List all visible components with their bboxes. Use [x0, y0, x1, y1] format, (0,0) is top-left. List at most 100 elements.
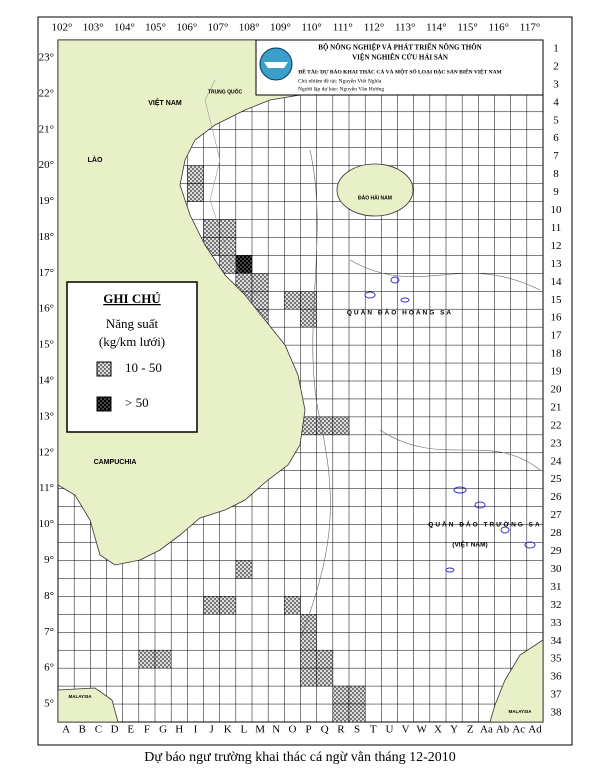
latitude-label: 16°	[39, 303, 54, 315]
legend-unit: (kg/km lưới)	[99, 334, 165, 349]
map-label: VIỆT NAM	[148, 98, 182, 107]
row-label: 34	[551, 635, 563, 647]
header-text: VIỆN NGHIÊN CỨU HẢI SẢN	[352, 54, 448, 62]
row-label: 31	[551, 581, 562, 593]
legend-label: > 50	[125, 395, 149, 410]
latitude-label: 23°	[39, 51, 54, 63]
latitude-label: 19°	[39, 195, 54, 207]
row-label: 26	[551, 491, 563, 503]
legend-title: GHI CHÚ	[103, 291, 161, 306]
longitude-label: 107°	[208, 22, 229, 34]
header-text: BỘ NÔNG NGHIỆP VÀ PHÁT TRIỂN NÔNG THÔN	[318, 44, 481, 52]
header-text: ĐỀ TÀI: DỰ BÁO KHAI THÁC CÁ VÀ MỘT SỐ LO…	[298, 67, 502, 75]
row-label: 14	[551, 276, 563, 288]
row-label: 7	[553, 150, 559, 162]
row-label: 10	[551, 204, 563, 216]
labels: 102° 103° 104° 105° 106° 107° 108° 109° 110° 111°…	[39, 22, 562, 766]
row-label: 32	[551, 599, 562, 611]
latitude-label: 5°	[44, 698, 54, 710]
legend-swatch	[96, 396, 112, 412]
longitude-label: 110°	[301, 22, 322, 34]
column-label: C	[95, 724, 102, 736]
row-label: 20	[551, 384, 563, 396]
forecast-cell	[203, 596, 220, 615]
forecast-cell	[284, 596, 301, 615]
column-label: F	[144, 724, 150, 736]
row-label: 18	[551, 348, 563, 360]
column-label: A	[62, 724, 70, 736]
legend-swatch	[96, 361, 112, 377]
latitude-label: 9°	[44, 554, 54, 566]
map-label: MALAYSIA	[508, 709, 532, 714]
header-text: Chủ nhiệm đề tài: Nguyễn Viết Nghĩa	[298, 77, 382, 84]
longitude-label: 114°	[426, 22, 447, 34]
column-label: H	[175, 724, 183, 736]
column-label: T	[370, 724, 377, 736]
malaysia-land	[58, 687, 119, 722]
row-label: 25	[551, 473, 563, 485]
forecast-cell	[300, 649, 317, 669]
column-label: B	[79, 724, 86, 736]
column-label: W	[417, 724, 428, 736]
forecast-cell	[300, 667, 317, 687]
forecast-cell	[154, 649, 172, 669]
forecast-cell	[219, 596, 237, 615]
latitude-label: 11°	[39, 482, 54, 494]
row-label: 17	[551, 330, 563, 342]
row-label: 21	[551, 401, 562, 413]
row-label: 4	[553, 96, 559, 108]
map-label: QUẦN ĐẢO HOÀNG SA	[347, 307, 453, 317]
latitude-label: 17°	[39, 267, 54, 279]
forecast-cell	[187, 165, 204, 184]
row-label: 8	[553, 168, 559, 180]
islands	[364, 276, 536, 573]
column-label: Aa	[480, 724, 493, 736]
map-label: QUẦN ĐẢO TRƯỜNG SA	[428, 519, 541, 529]
column-label: G	[159, 724, 167, 736]
forecast-cell	[348, 685, 366, 705]
row-label: 35	[551, 653, 563, 665]
longitude-label: 105°	[145, 22, 166, 34]
forecast-cell	[187, 183, 204, 202]
column-label: R	[337, 724, 345, 736]
row-label: 33	[551, 617, 563, 629]
row-label: 11	[551, 222, 562, 234]
map-label: TRUNG QUỐC	[208, 88, 243, 95]
borneo-land	[489, 639, 543, 722]
column-label: D	[111, 724, 119, 736]
map-label: (VIỆT NAM)	[452, 540, 487, 549]
legend: GHI CHÚ Năng suất (kg/km lưới) 10 - 50 > 50	[66, 281, 198, 433]
row-label: 13	[551, 258, 563, 270]
forecast-cell	[235, 560, 253, 579]
row-label: 9	[553, 186, 559, 198]
forecast-cell	[300, 632, 317, 651]
column-label: M	[255, 724, 265, 736]
column-label: Y	[450, 724, 458, 736]
forecast-cell	[316, 667, 334, 687]
row-label: 12	[551, 240, 562, 252]
longitude-label: 117°	[520, 22, 541, 34]
row-label: 37	[551, 689, 563, 701]
forecast-cell	[332, 685, 350, 705]
column-label: L	[241, 724, 248, 736]
forecast-cell	[284, 291, 301, 310]
row-label: 1	[553, 43, 559, 55]
border-line	[204, 79, 261, 301]
column-label: Z	[467, 724, 474, 736]
legend-label: 10 - 50	[125, 360, 162, 375]
latitude-label: 22°	[39, 87, 54, 99]
row-label: 30	[551, 563, 563, 575]
row-label: 5	[553, 114, 559, 126]
forecast-cell	[316, 416, 334, 436]
row-label: 19	[551, 366, 563, 378]
column-label: Ad	[528, 724, 542, 736]
latitude-label: 13°	[39, 410, 54, 422]
column-label: Ac	[512, 724, 525, 736]
contour	[349, 259, 541, 291]
contour	[299, 149, 331, 641]
column-label: Q	[321, 724, 329, 736]
row-label: 24	[551, 455, 563, 467]
row-label: 36	[551, 671, 563, 683]
forecast-cell	[219, 219, 237, 238]
